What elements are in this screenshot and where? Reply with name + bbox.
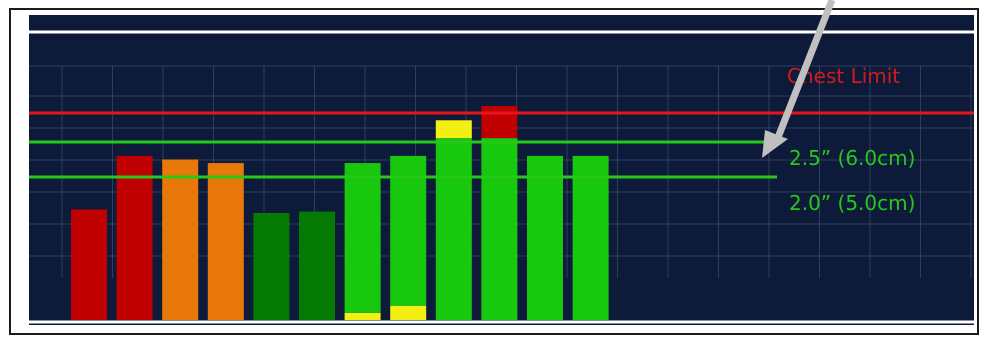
bar-segment xyxy=(527,155,563,320)
bars-group xyxy=(71,106,609,320)
bar-segment xyxy=(435,138,472,320)
bar-segment xyxy=(572,155,609,320)
bar xyxy=(253,213,290,320)
bar-segment xyxy=(207,163,244,320)
bar-segment xyxy=(344,163,381,313)
bar-segment xyxy=(71,209,107,320)
bar-segment xyxy=(344,312,381,320)
bar xyxy=(207,163,244,320)
bar-segment xyxy=(390,305,427,320)
bar xyxy=(572,155,609,320)
bar-segment xyxy=(435,120,472,139)
bar xyxy=(162,159,199,320)
bar xyxy=(344,163,381,320)
bar xyxy=(527,155,563,320)
bar xyxy=(390,155,427,320)
bar-segment xyxy=(162,159,199,320)
bar-segment xyxy=(299,211,335,320)
annotation-arrow-shaft xyxy=(773,0,836,142)
bar xyxy=(116,155,153,320)
reference-lines-group xyxy=(29,111,974,179)
ref-2-5-label: 2.5” (6.0cm) xyxy=(789,146,915,170)
bar-segment xyxy=(481,106,518,139)
bar-segment xyxy=(481,138,518,320)
bar xyxy=(71,209,107,320)
annotation-arrow-head xyxy=(762,130,788,158)
bar-segment xyxy=(253,213,290,320)
bar xyxy=(299,211,335,320)
bar-segment xyxy=(390,155,427,306)
bar xyxy=(481,106,518,320)
annotation-arrow xyxy=(762,0,836,158)
bar-segment xyxy=(116,155,153,320)
ref-2-0-label: 2.0” (5.0cm) xyxy=(789,191,915,215)
bar xyxy=(435,120,472,320)
